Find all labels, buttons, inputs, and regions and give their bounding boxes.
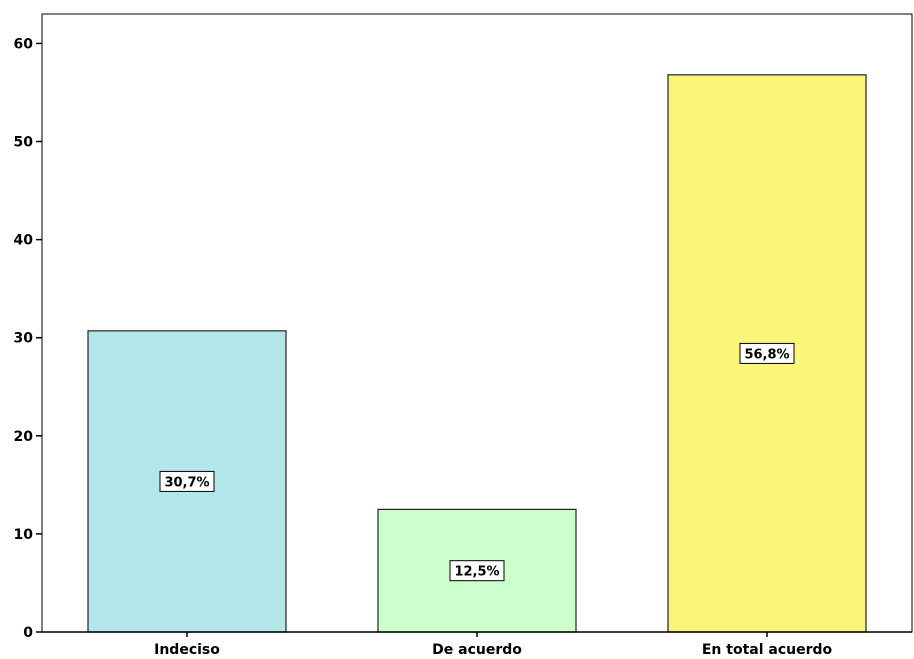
data-label-box	[739, 342, 795, 364]
x-tick-label: De acuerdo	[432, 642, 522, 658]
y-tick-label: 20	[14, 429, 34, 445]
y-tick-label: 10	[14, 527, 34, 543]
data-label: 12,5%	[449, 560, 505, 582]
data-labels: 30,7% 12,5% 56,8%	[159, 342, 795, 582]
x-axis: Indeciso De acuerdo En total acuerdo	[42, 631, 912, 658]
data-label-text: 12,5%	[454, 565, 499, 580]
y-tick-label: 60	[14, 36, 34, 52]
data-label: 56,8%	[739, 342, 795, 364]
y-axis: 0 10 20 30 40 50 60	[14, 36, 42, 641]
y-tick-label: 40	[14, 233, 34, 249]
data-label: 30,7%	[159, 470, 215, 492]
data-label-box	[159, 470, 215, 492]
data-label-text: 56,8%	[744, 347, 789, 362]
y-tick-label: 0	[23, 625, 33, 641]
y-tick-label: 50	[14, 135, 34, 151]
y-tick-label: 30	[14, 331, 34, 347]
x-tick-label: En total acuerdo	[702, 642, 833, 658]
data-label-box	[449, 560, 505, 582]
x-tick-label: Indeciso	[154, 642, 220, 658]
data-label-text: 30,7%	[164, 475, 209, 490]
